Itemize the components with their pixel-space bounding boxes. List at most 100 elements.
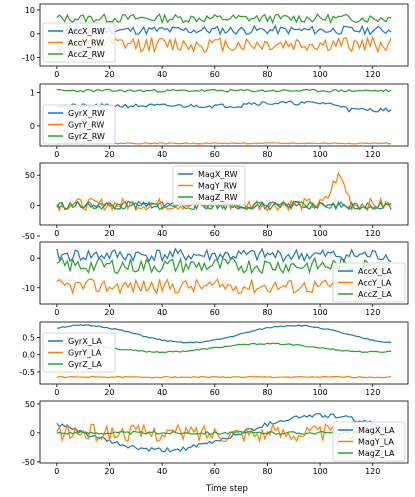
x-tick-label: 60 (210, 388, 220, 397)
y-tick-label: -50 (22, 458, 35, 467)
y-tick-label: 1 (30, 88, 35, 97)
legend-label-GyrY_LA: GyrY_LA (68, 349, 102, 358)
x-tick-label: 80 (262, 388, 272, 397)
x-tick-label: 120 (365, 467, 380, 476)
chart-panel-2: 0 20 40 60 80 100 120 1 0 GyrX_RW GyrY_RW GyrZ_RW (30, 83, 409, 159)
x-tick-label: 100 (312, 70, 327, 79)
x-tick-label: 20 (104, 388, 114, 397)
series-line-MagZ_RW (56, 200, 392, 211)
x-tick-label: 100 (312, 150, 327, 159)
axes-frame (39, 3, 409, 67)
axes-frame (39, 83, 409, 147)
series-line-AccX_LA (56, 247, 392, 264)
legend-label-GyrX_RW: GyrX_RW (68, 109, 105, 118)
x-tick-label: 120 (365, 150, 380, 159)
x-tick-label: 40 (157, 308, 167, 317)
legend: AccX_LA AccY_LA AccZ_LA (332, 262, 406, 303)
y-tick-label: 50 (25, 400, 35, 409)
x-tick-label: 0 (54, 70, 59, 79)
x-tick-label: 80 (262, 467, 272, 476)
legend-label-GyrZ_RW: GyrZ_RW (68, 132, 105, 141)
legend-box (332, 262, 406, 303)
x-tick-label: 20 (104, 150, 114, 159)
chart-panel-6: 0 20 40 60 80 100 120 50 0 -50 MagX_LA MagY_LA MagZ_… (22, 400, 409, 476)
x-tick-label: 120 (365, 388, 380, 397)
series-line-MagX_LA (56, 413, 392, 453)
y-tick-label: -50 (22, 232, 35, 241)
legend-label-AccY_LA: AccY_LA (358, 279, 392, 288)
legend-box (42, 104, 116, 145)
legend: MagX_LA MagY_LA MagZ_LA (332, 421, 406, 462)
legend-label-MagX_RW: MagX_RW (198, 170, 238, 179)
legend-label-MagZ_LA: MagZ_LA (358, 449, 395, 458)
x-tick-label: 100 (312, 308, 327, 317)
y-tick-label: 0.5 (22, 334, 35, 343)
series-line-GyrX_LA (56, 324, 392, 344)
legend: MagX_RW MagY_RW MagZ_RW (172, 165, 246, 206)
axes-frame (39, 321, 409, 385)
legend-label-AccX_LA: AccX_LA (358, 267, 392, 276)
y-tick-label: 50 (25, 171, 35, 180)
x-tick-label: 80 (262, 70, 272, 79)
chart-panel-3: 0 20 40 60 80 100 120 50 0 -50 MagX_RW MagY_RW MagZ_… (22, 162, 409, 241)
x-tick-label: 20 (104, 229, 114, 238)
x-tick-label: 40 (157, 70, 167, 79)
chart-panel-1: 0 20 40 60 80 100 120100-10AccX_RWAccY_RWAccZ_… (22, 3, 409, 79)
y-tick-label: 0 (30, 254, 35, 263)
x-tick-label: 60 (210, 70, 220, 79)
x-tick-label: 100 (312, 388, 327, 397)
y-tick-label: 0 (30, 122, 35, 131)
legend-label-AccY_RW: AccY_RW (68, 39, 104, 48)
axes-frame (39, 241, 409, 305)
legend-label-GyrZ_LA: GyrZ_LA (68, 360, 102, 369)
legend-label-GyrY_RW: GyrY_RW (68, 121, 104, 130)
legend-label-AccX_RW: AccX_RW (68, 27, 105, 36)
x-tick-label: 0 (54, 150, 59, 159)
x-axis-label: Time step (205, 484, 248, 494)
legend-label-MagY_LA: MagY_LA (358, 438, 394, 447)
x-tick-label: 0 (54, 308, 59, 317)
y-tick-label: 10 (25, 6, 35, 15)
x-tick-label: 20 (104, 308, 114, 317)
y-tick-label: 0 (30, 429, 35, 438)
chart-panel-4: 0 20 40 60 80 100 120 0 -10 AccX_LA AccY_LA AccZ_LA (22, 241, 409, 317)
x-tick-label: 80 (262, 229, 272, 238)
x-tick-label: 40 (157, 467, 167, 476)
legend-box (42, 332, 116, 373)
x-tick-label: 120 (365, 70, 380, 79)
x-tick-label: 100 (312, 467, 327, 476)
y-tick-label: 0 (30, 30, 35, 39)
y-tick-label: 0 (30, 202, 35, 211)
x-tick-label: 60 (210, 308, 220, 317)
x-tick-label: 20 (104, 70, 114, 79)
legend: AccX_RW AccY_RW AccZ_RW (42, 22, 116, 63)
x-tick-label: 100 (312, 229, 327, 238)
x-tick-label: 20 (104, 467, 114, 476)
axes-frame (39, 400, 409, 464)
x-tick-label: 60 (210, 467, 220, 476)
legend-label-MagX_LA: MagX_LA (358, 426, 395, 435)
x-tick-label: 120 (365, 229, 380, 238)
x-tick-label: 0 (54, 388, 59, 397)
panels: 0 20 40 60 80 100 120100-10AccX_RWAccY_RWAccZ_… (19, 3, 409, 476)
x-tick-label: 120 (365, 308, 380, 317)
series-line-AccZ_LA (56, 256, 392, 275)
x-tick-label: 60 (210, 150, 220, 159)
legend-label-MagY_RW: MagY_RW (198, 182, 237, 191)
x-tick-label: 0 (54, 467, 59, 476)
legend-box (172, 165, 246, 206)
x-tick-label: 40 (157, 150, 167, 159)
x-tick-label: 80 (262, 308, 272, 317)
legend-label-MagZ_RW: MagZ_RW (198, 193, 238, 202)
legend-box (332, 421, 406, 462)
x-tick-label: 60 (210, 229, 220, 238)
x-tick-label: 0 (54, 229, 59, 238)
y-tick-label: 0.0 (22, 351, 35, 360)
series-line-AccZ_RW (56, 12, 392, 25)
legend: GyrX_LA GyrY_LA GyrZ_LA (42, 332, 116, 373)
legend-label-GyrX_LA: GyrX_LA (68, 337, 102, 346)
legend-label-AccZ_RW: AccZ_RW (68, 50, 105, 59)
axes-frame (39, 162, 409, 226)
y-tick-label: -10 (22, 284, 35, 293)
